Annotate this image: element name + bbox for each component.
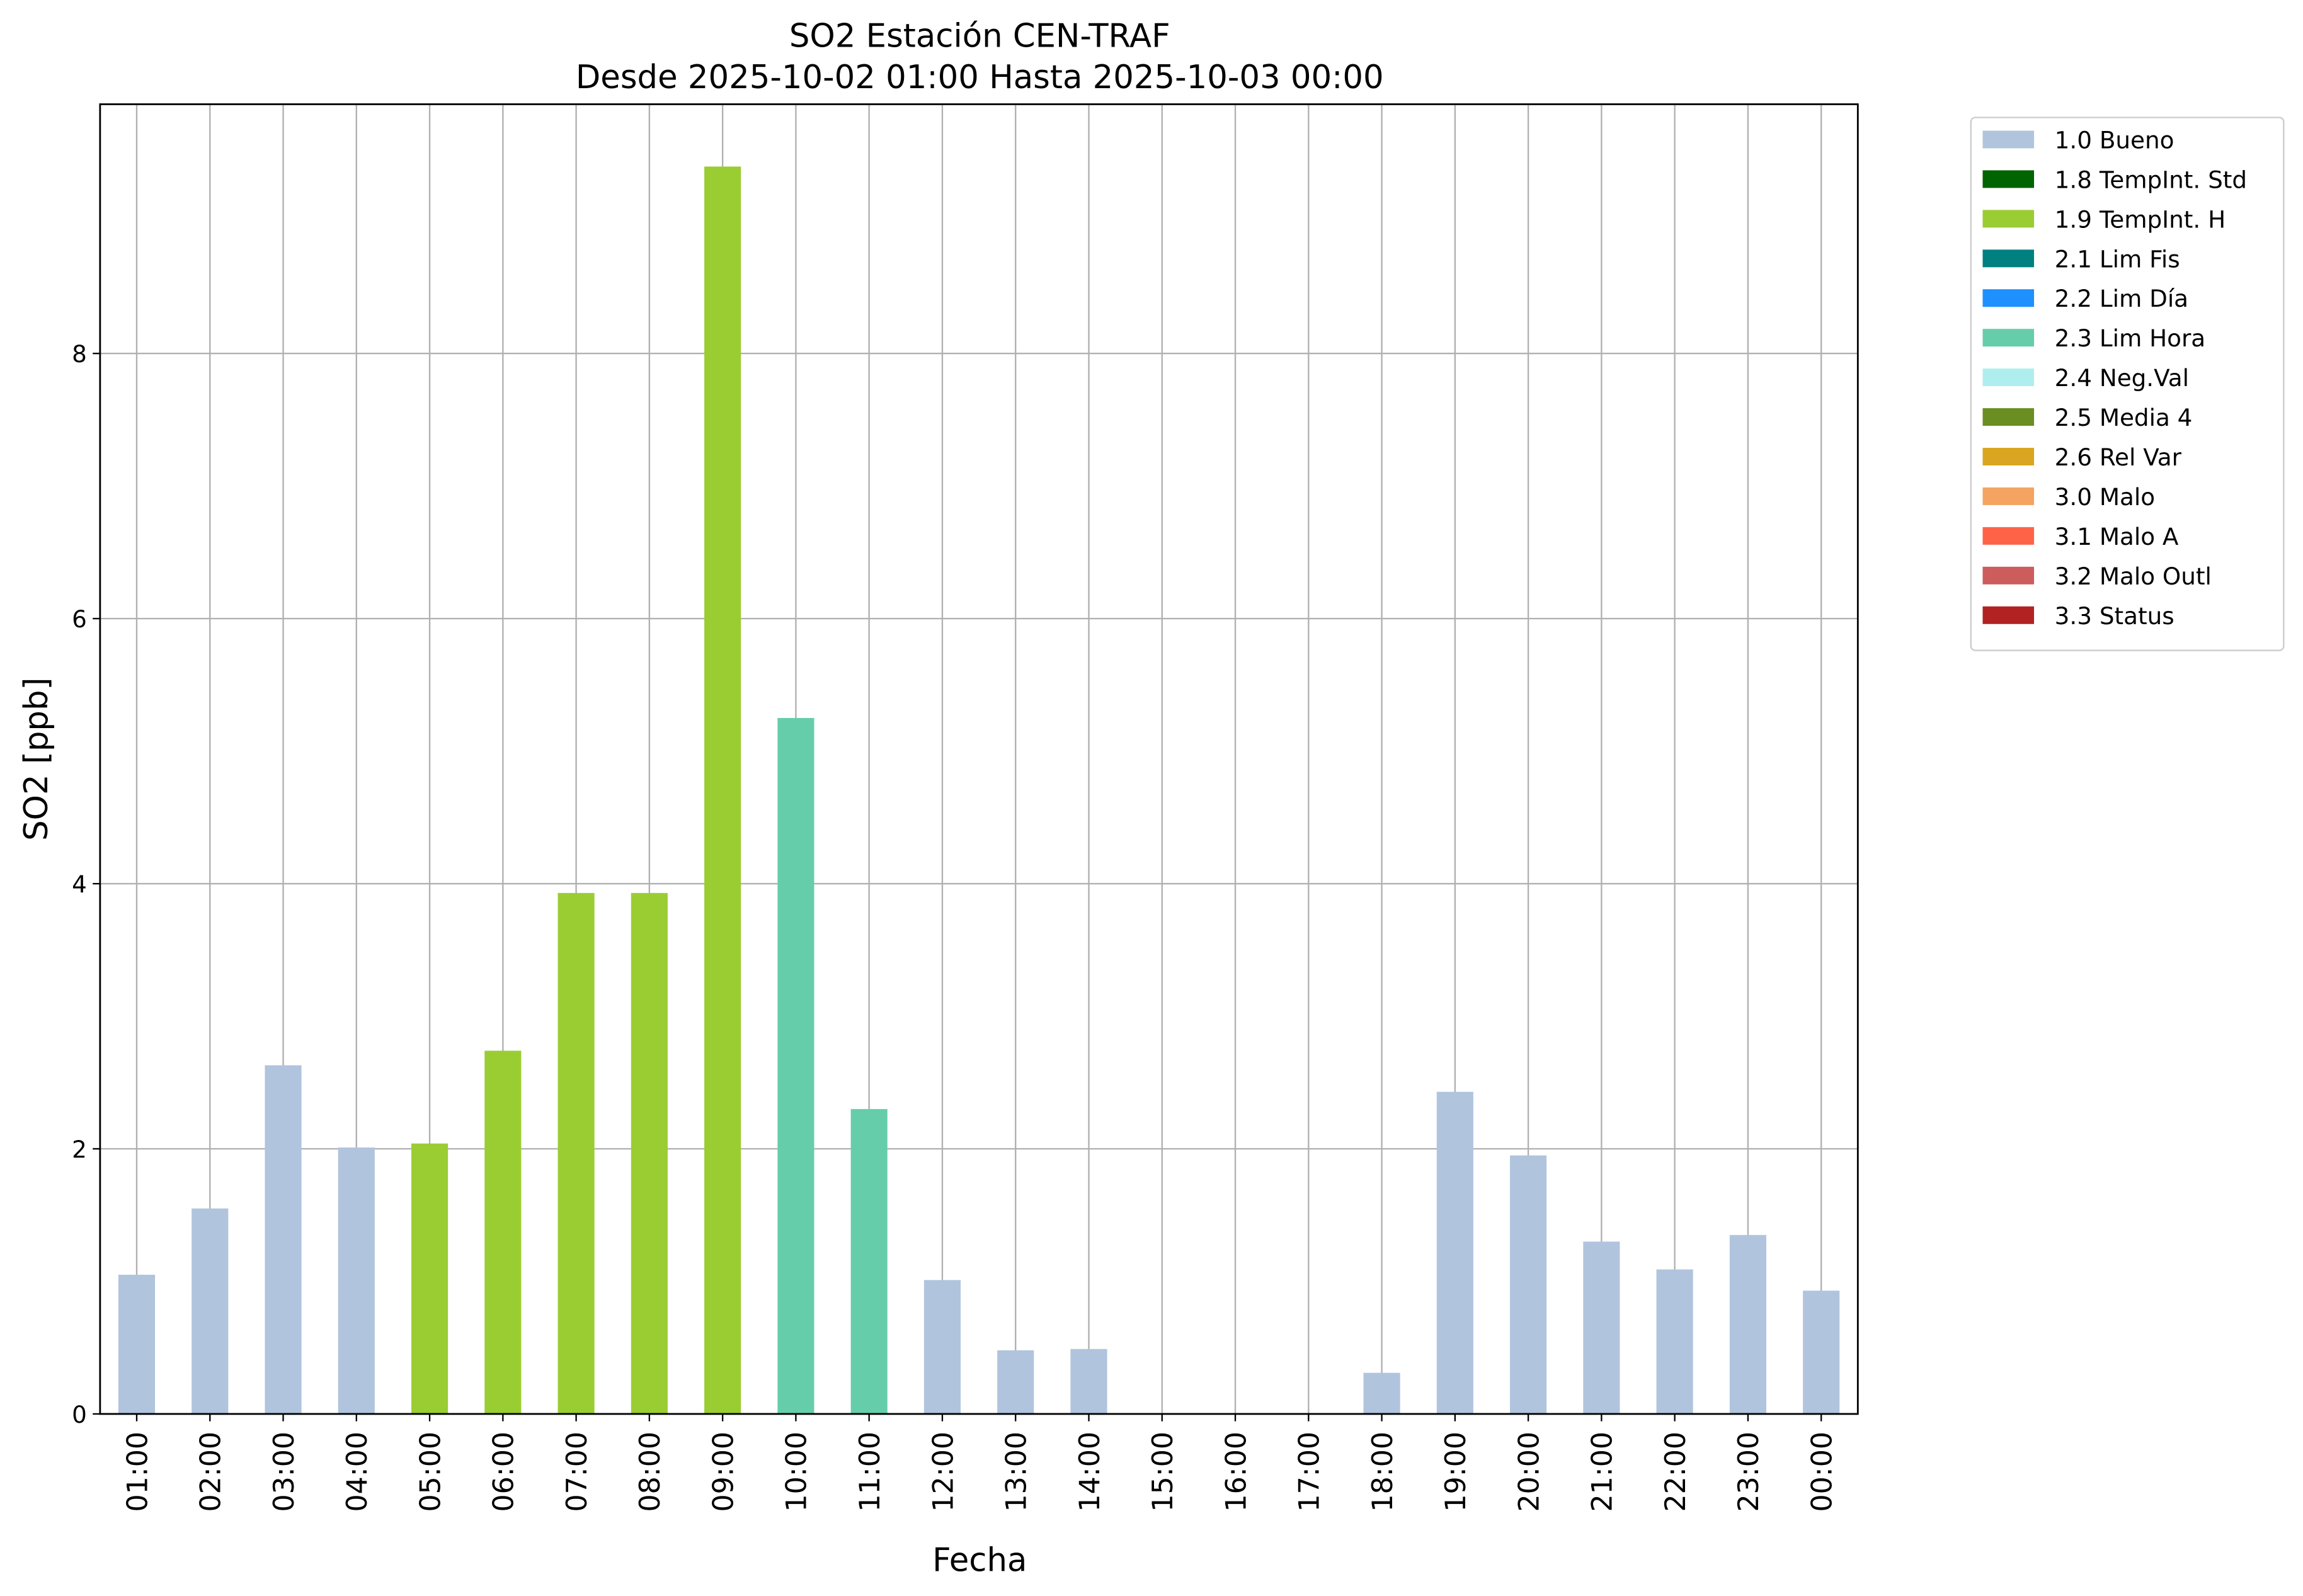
x-tick-label: 23:00 — [1733, 1432, 1765, 1512]
legend-label: 1.9 TempInt. H — [2055, 205, 2226, 233]
x-tick-label: 03:00 — [268, 1432, 300, 1512]
y-axis-label: SO2 [ppb] — [18, 678, 55, 841]
legend-swatch — [1982, 329, 2035, 347]
chart-title: SO2 Estación CEN-TRAF — [789, 18, 1170, 55]
x-axis-label: Fecha — [932, 1541, 1027, 1579]
chart-subtitle: Desde 2025-10-02 01:00 Hasta 2025-10-03 … — [576, 59, 1384, 96]
legend-label: 2.6 Rel Var — [2055, 443, 2182, 471]
x-tick-label: 21:00 — [1587, 1432, 1619, 1512]
x-tick-label: 20:00 — [1513, 1432, 1545, 1512]
legend-swatch — [1982, 606, 2035, 624]
legend-label: 2.5 Media 4 — [2055, 404, 2193, 431]
legend-label: 3.2 Malo Outl — [2055, 562, 2212, 590]
bar — [1436, 1092, 1473, 1414]
bar — [1803, 1291, 1840, 1414]
bar — [118, 1274, 156, 1414]
legend-swatch — [1982, 408, 2035, 426]
x-tick-label: 00:00 — [1806, 1432, 1838, 1512]
x-tick-label: 08:00 — [634, 1432, 666, 1512]
legend-label: 2.1 Lim Fis — [2055, 245, 2180, 273]
legend-label: 2.2 Lim Día — [2055, 285, 2188, 312]
legend-label: 2.3 Lim Hora — [2055, 324, 2205, 352]
axes: 0 2 4 6 8 01:00 02:00 03:00 04:00 05:00 06:00 07:00… — [72, 103, 1859, 1512]
x-tick-label: 07:00 — [561, 1432, 593, 1512]
x-tick-label: 01:00 — [122, 1432, 154, 1512]
y-tick-label: 6 — [72, 605, 87, 633]
bar — [850, 1109, 888, 1414]
legend-swatch — [1982, 130, 2035, 149]
y-tick-label: 4 — [72, 870, 87, 898]
x-tick-label: 19:00 — [1440, 1432, 1472, 1512]
x-tick-label: 13:00 — [1001, 1432, 1033, 1512]
legend-label: 3.0 Malo — [2055, 483, 2155, 511]
legend-swatch — [1982, 249, 2035, 268]
x-tick-label: 17:00 — [1294, 1432, 1326, 1512]
bar — [1583, 1241, 1620, 1414]
x-tick-label: 22:00 — [1660, 1432, 1692, 1512]
bar — [484, 1051, 522, 1414]
legend-swatch — [1982, 448, 2035, 465]
bar — [411, 1143, 449, 1414]
bar — [704, 166, 741, 1414]
bar — [777, 717, 814, 1414]
legend-label: 1.8 TempInt. Std — [2055, 166, 2247, 193]
legend-swatch — [1982, 487, 2035, 505]
legend-swatch — [1982, 210, 2035, 228]
bar — [1656, 1269, 1693, 1414]
legend-swatch — [1982, 170, 2035, 188]
bar — [265, 1065, 302, 1414]
y-tick-label: 2 — [72, 1136, 87, 1163]
bar — [631, 892, 668, 1414]
x-tick-label: 05:00 — [414, 1432, 447, 1512]
x-tick-label: 11:00 — [854, 1432, 886, 1512]
x-tick-label: 15:00 — [1147, 1432, 1179, 1512]
x-tick-label: 10:00 — [781, 1432, 813, 1512]
legend-box — [1970, 117, 2285, 651]
legend-label: 1.0 Bueno — [2055, 126, 2174, 154]
x-tick-label: 16:00 — [1220, 1432, 1252, 1512]
x-tick-label: 12:00 — [927, 1432, 959, 1512]
legend-swatch — [1982, 289, 2035, 307]
legend-swatch — [1982, 566, 2035, 584]
x-tick-label: 18:00 — [1367, 1432, 1399, 1512]
bar — [191, 1208, 229, 1414]
x-tick-label: 06:00 — [488, 1432, 520, 1512]
legend: 1.0 Bueno 1.8 TempInt. Std 1.9 TempInt. H 2… — [1970, 117, 2285, 651]
x-tick-label: 09:00 — [707, 1432, 740, 1512]
bar — [1070, 1348, 1107, 1414]
bar — [1363, 1372, 1400, 1414]
bar — [1729, 1234, 1766, 1414]
legend-label: 2.4 Neg.Val — [2055, 364, 2189, 392]
x-tick-label: 02:00 — [195, 1432, 227, 1512]
plot-frame — [99, 103, 1859, 1415]
bars — [118, 166, 1840, 1414]
legend-swatch — [1982, 527, 2035, 545]
y-tick-label: 8 — [72, 340, 87, 368]
y-tick-label: 0 — [72, 1401, 87, 1428]
bar — [1510, 1155, 1547, 1414]
bar — [338, 1147, 375, 1414]
x-tick-label: 04:00 — [341, 1432, 374, 1512]
legend-label: 3.1 Malo A — [2055, 523, 2179, 550]
bar — [557, 892, 595, 1414]
legend-label: 3.3 Status — [2055, 602, 2174, 630]
bar — [997, 1350, 1034, 1414]
legend-swatch — [1982, 368, 2035, 387]
bar — [923, 1280, 961, 1414]
x-tick-label: 14:00 — [1074, 1432, 1106, 1512]
